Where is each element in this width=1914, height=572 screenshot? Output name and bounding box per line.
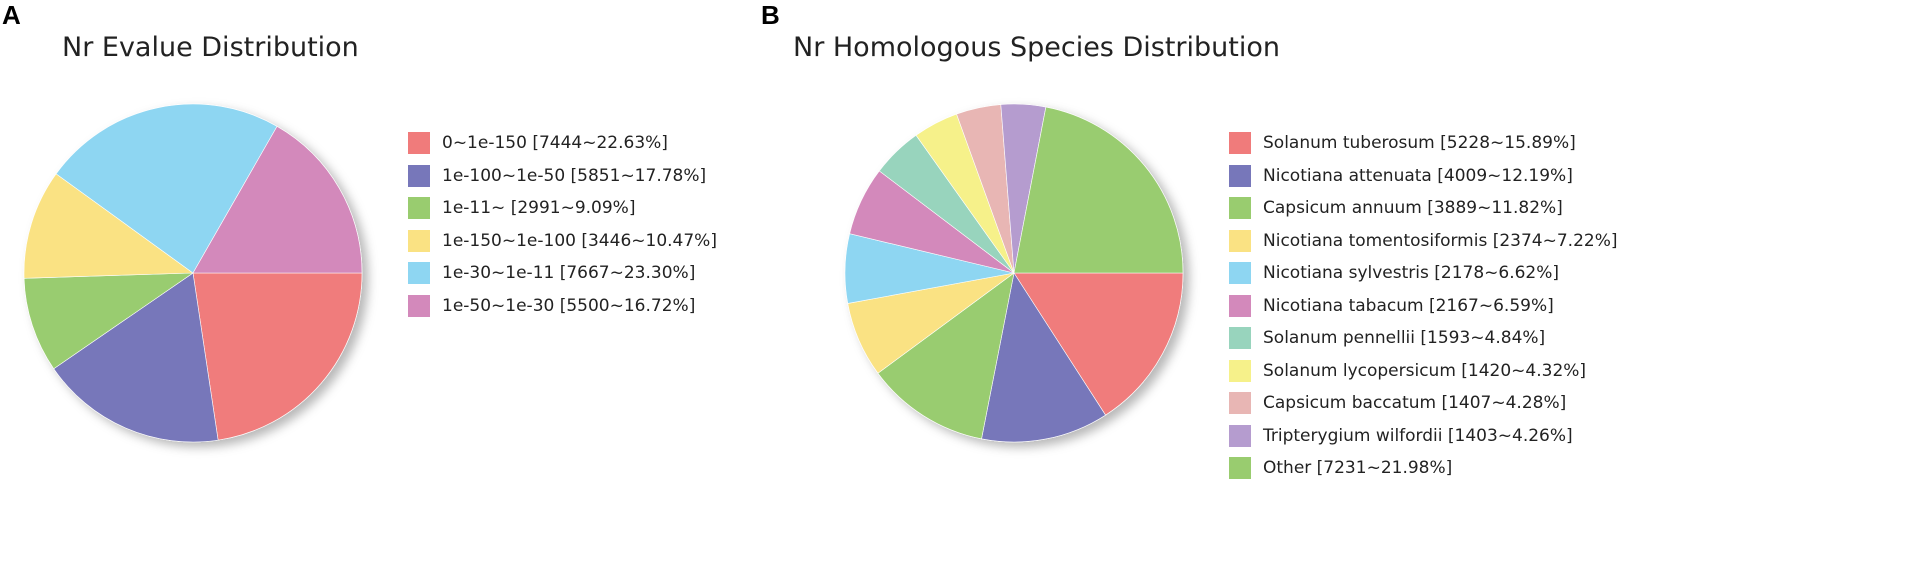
chart-b-legend-swatch (1229, 197, 1251, 220)
chart-a-legend-swatch (408, 197, 430, 220)
pie-chart-a (23, 103, 363, 443)
chart-b-legend-label: Nicotiana tomentosiformis [2374~7.22%] (1263, 230, 1618, 251)
chart-a-slice-0-1e-150 (192, 272, 363, 441)
panel-a-letter: A (2, 0, 21, 30)
chart-b-legend-item: Nicotiana attenuata [4009~12.19%] (1229, 160, 1618, 193)
legend-a: 0~1e-150 [7444~22.63%] 1e-100~1e-50 [5851… (408, 127, 717, 322)
chart-b-legend-swatch (1229, 392, 1251, 415)
chart-b-slice-nicotiana-attenuata (981, 272, 1106, 443)
chart-b-legend-label: Capsicum annuum [3889~11.82%] (1263, 198, 1563, 219)
chart-a-legend-label: 1e-11~ [2991~9.09%] (442, 198, 636, 219)
chart-b-legend-item: Solanum pennellii [1593~4.84%] (1229, 322, 1618, 355)
chart-b-legend-item: Other [7231~21.98%] (1229, 452, 1618, 485)
chart-b-legend-item: Tripterygium wilfordii [1403~4.26%] (1229, 420, 1618, 453)
chart-b-legend-label: Tripterygium wilfordii [1403~4.26%] (1263, 425, 1573, 446)
chart-a-legend-item: 1e-150~1e-100 [3446~10.47%] (408, 225, 717, 258)
chart-b-legend-label: Nicotiana sylvestris [2178~6.62%] (1263, 263, 1560, 284)
chart-b-legend-item: Nicotiana tomentosiformis [2374~7.22%] (1229, 225, 1618, 258)
chart-a-slice-1e-50-1e-30 (192, 125, 363, 274)
chart-b-slice-solanum-tuberosum (1013, 272, 1184, 416)
chart-b-legend-swatch (1229, 424, 1251, 447)
chart-a-slice-1e-30-1e-11 (55, 103, 278, 274)
chart-b-legend-item: Capsicum baccatum [1407~4.28%] (1229, 387, 1618, 420)
chart-b-legend-label: Capsicum baccatum [1407~4.28%] (1263, 393, 1567, 414)
chart-a-legend-swatch (408, 229, 430, 252)
chart-b-legend-swatch (1229, 229, 1251, 252)
chart-a-legend-item: 1e-50~1e-30 [5500~16.72%] (408, 290, 717, 323)
chart-a-title: Nr Evalue Distribution (62, 32, 359, 63)
chart-a-legend-swatch (408, 132, 430, 155)
chart-a-legend-label: 1e-150~1e-100 [3446~10.47%] (442, 230, 717, 251)
panel-b-letter: B (761, 0, 780, 30)
chart-a-legend-item: 1e-30~1e-11 [7667~23.30%] (408, 257, 717, 290)
chart-b-title: Nr Homologous Species Distribution (793, 32, 1280, 63)
chart-b-legend-label: Solanum pennellii [1593~4.84%] (1263, 328, 1546, 349)
chart-b-legend-item: Nicotiana tabacum [2167~6.59%] (1229, 290, 1618, 323)
chart-b-legend-swatch (1229, 164, 1251, 187)
chart-b-legend-label: Nicotiana attenuata [4009~12.19%] (1263, 165, 1573, 186)
chart-a-legend-swatch (408, 262, 430, 285)
chart-b-legend-item: Nicotiana sylvestris [2178~6.62%] (1229, 257, 1618, 290)
chart-a-legend-label: 0~1e-150 [7444~22.63%] (442, 133, 668, 154)
chart-b-legend-swatch (1229, 294, 1251, 317)
chart-a-legend-label: 1e-100~1e-50 [5851~17.78%] (442, 165, 707, 186)
chart-a-legend-item: 1e-100~1e-50 [5851~17.78%] (408, 160, 717, 193)
chart-b-slice-other (1013, 106, 1184, 274)
chart-a-legend-item: 0~1e-150 [7444~22.63%] (408, 127, 717, 160)
chart-b-slice-capsicum-annuum (877, 272, 1015, 440)
chart-b-legend-item: Capsicum annuum [3889~11.82%] (1229, 192, 1618, 225)
chart-b-legend-label: Solanum tuberosum [5228~15.89%] (1263, 133, 1576, 154)
chart-a-legend-swatch (408, 164, 430, 187)
chart-a-slice-1e-11 (23, 272, 195, 370)
chart-b-legend-swatch (1229, 359, 1251, 382)
chart-a-legend-item: 1e-11~ [2991~9.09%] (408, 192, 717, 225)
chart-a-slice-1e-100-1e-50 (53, 272, 219, 443)
chart-b-legend-swatch (1229, 262, 1251, 285)
chart-a-slice-1e-150-1e-100 (23, 173, 194, 279)
legend-b: Solanum tuberosum [5228~15.89%] Nicotiana… (1229, 127, 1618, 485)
chart-b-legend-item: Solanum lycopersicum [1420~4.32%] (1229, 355, 1618, 388)
chart-a-legend-label: 1e-30~1e-11 [7667~23.30%] (442, 263, 696, 284)
chart-b-legend-item: Solanum tuberosum [5228~15.89%] (1229, 127, 1618, 160)
chart-b-legend-label: Other [7231~21.98%] (1263, 458, 1453, 479)
chart-b-legend-label: Solanum lycopersicum [1420~4.32%] (1263, 360, 1587, 381)
chart-b-legend-swatch (1229, 327, 1251, 350)
chart-a-legend-label: 1e-50~1e-30 [5500~16.72%] (442, 295, 696, 316)
chart-b-legend-label: Nicotiana tabacum [2167~6.59%] (1263, 295, 1554, 316)
pie-chart-b (844, 103, 1184, 443)
chart-b-legend-swatch (1229, 457, 1251, 480)
chart-b-legend-swatch (1229, 132, 1251, 155)
chart-a-legend-swatch (408, 294, 430, 317)
